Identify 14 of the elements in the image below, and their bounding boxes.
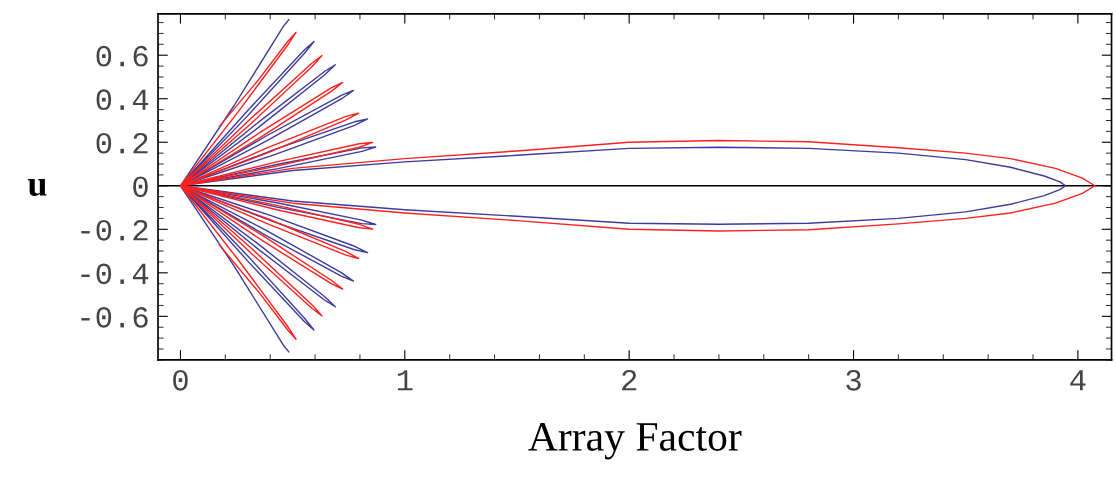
y-tick-label: 0 <box>133 176 148 198</box>
x-tick-label: 0 <box>173 369 188 391</box>
x-tick-label: 3 <box>846 369 861 391</box>
x-tick-label: 1 <box>397 370 413 391</box>
y-tick-label: 0.4 <box>96 89 149 111</box>
y-tick-label: 0.2 <box>96 132 148 154</box>
x-axis-title: Array Factor <box>528 422 742 460</box>
y-tick-label: -0.6 <box>81 306 148 328</box>
y-tick-label: -0.2 <box>81 219 148 241</box>
y-axis-title: u <box>27 178 47 196</box>
x-tick-label: 4 <box>1070 370 1086 391</box>
y-tick-label: 0.6 <box>96 45 148 67</box>
y-tick-label: -0.4 <box>81 263 149 285</box>
x-tick-label: 2 <box>622 369 637 391</box>
